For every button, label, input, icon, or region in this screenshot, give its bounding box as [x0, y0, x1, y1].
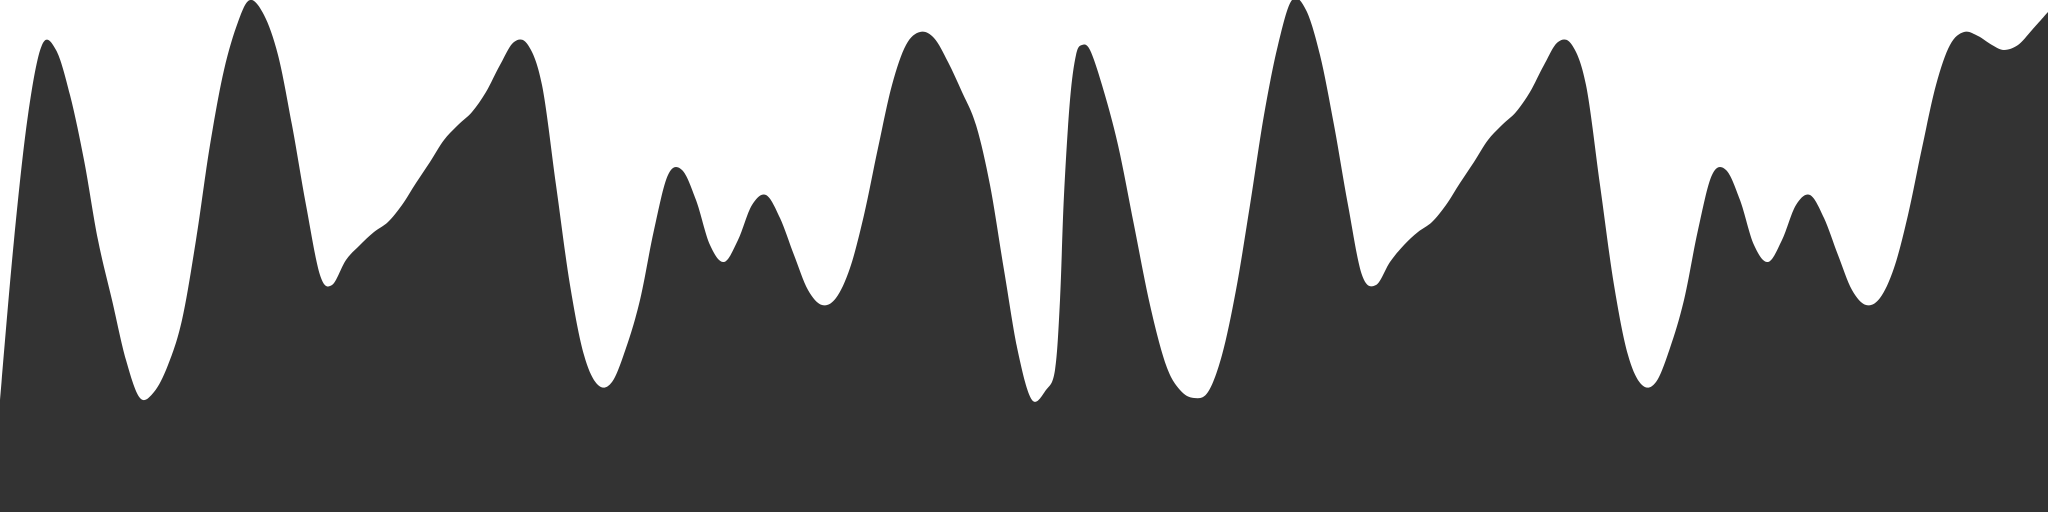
waveform-silhouette	[0, 0, 2048, 512]
waveform-silhouette-canvas	[0, 0, 2048, 512]
